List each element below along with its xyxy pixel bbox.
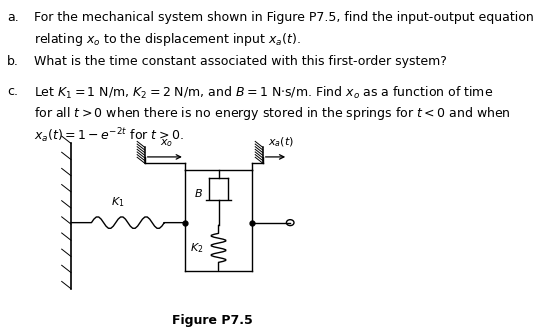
Text: b.: b. <box>7 55 19 68</box>
Text: $x_a(t)$: $x_a(t)$ <box>268 136 294 149</box>
Text: Let $K_1 = 1$ N/m, $K_2 = 2$ N/m, and $B = 1$ N$\cdot$s/m. Find $x_o$ as a funct: Let $K_1 = 1$ N/m, $K_2 = 2$ N/m, and $B… <box>34 85 494 101</box>
Text: c.: c. <box>7 85 18 98</box>
Text: $K_2$: $K_2$ <box>190 241 203 255</box>
Text: $x_a(t) = 1 - e^{-2t}$ for $t > 0$.: $x_a(t) = 1 - e^{-2t}$ for $t > 0$. <box>34 126 184 145</box>
Text: $x_o$: $x_o$ <box>160 137 174 149</box>
Text: a.: a. <box>7 11 19 24</box>
Text: $B$: $B$ <box>194 186 203 198</box>
Text: What is the time constant associated with this first-order system?: What is the time constant associated wit… <box>34 55 447 68</box>
Text: $K_1$: $K_1$ <box>110 195 124 209</box>
Text: Figure P7.5: Figure P7.5 <box>172 314 253 327</box>
Text: for all $t > 0$ when there is no energy stored in the springs for $t < 0$ and wh: for all $t > 0$ when there is no energy … <box>34 106 511 123</box>
Text: For the mechanical system shown in Figure P7.5, find the input-output equation: For the mechanical system shown in Figur… <box>34 11 534 24</box>
Text: relating $x_o$ to the displacement input $x_a(t)$.: relating $x_o$ to the displacement input… <box>34 31 301 48</box>
